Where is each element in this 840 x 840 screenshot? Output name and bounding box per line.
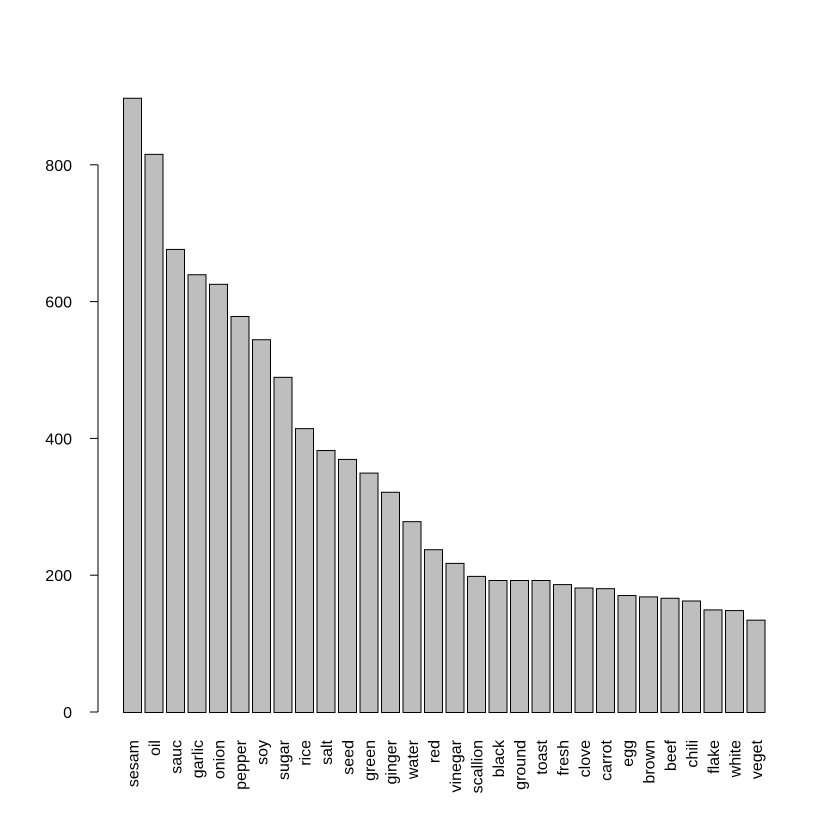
x-category-label: rice bbox=[298, 740, 315, 766]
bar-green bbox=[359, 472, 379, 713]
x-category-label: vinegar bbox=[448, 739, 465, 792]
y-tick-label: 0 bbox=[63, 705, 72, 722]
bar-pepper bbox=[230, 315, 250, 713]
bar-soy bbox=[252, 339, 271, 713]
x-category-label: fresh bbox=[556, 740, 573, 776]
x-category-label: black bbox=[491, 739, 508, 777]
bar-salt bbox=[316, 450, 336, 713]
bar-black bbox=[488, 579, 508, 713]
x-category-label: red bbox=[427, 740, 444, 763]
x-category-label: soy bbox=[255, 740, 272, 765]
x-category-label: garlic bbox=[190, 740, 207, 778]
x-category-label: green bbox=[362, 740, 379, 781]
y-axis: 0 200 400 600 800 bbox=[45, 158, 99, 722]
bar-egg bbox=[617, 595, 637, 714]
bar-sugar bbox=[273, 376, 293, 713]
x-category-label: ginger bbox=[384, 739, 401, 784]
x-category-label: egg bbox=[620, 740, 637, 767]
x-category-label: onion bbox=[212, 740, 229, 779]
x-category-label: veget bbox=[749, 739, 766, 779]
x-category-label: sesam bbox=[126, 740, 143, 787]
bar-carrot bbox=[596, 588, 615, 713]
bar-beef bbox=[660, 597, 680, 713]
y-tick-label: 800 bbox=[45, 158, 72, 175]
x-category-label: salt bbox=[319, 739, 336, 764]
x-category-label: scallion bbox=[470, 740, 487, 793]
bar-seed bbox=[338, 458, 357, 714]
bar-ground bbox=[510, 579, 529, 713]
bar-red bbox=[424, 549, 443, 714]
bar-scallion bbox=[467, 575, 486, 713]
bar-flake bbox=[703, 609, 723, 714]
x-category-label: oil bbox=[147, 740, 164, 756]
x-category-label: beef bbox=[663, 739, 680, 771]
bar-onion bbox=[209, 283, 228, 713]
bar-ginger bbox=[381, 491, 400, 714]
x-category-label: flake bbox=[706, 740, 723, 774]
x-category-label: seed bbox=[341, 740, 358, 775]
bar-chili bbox=[682, 600, 701, 713]
bar-brown bbox=[639, 596, 658, 713]
x-category-label: toast bbox=[534, 739, 551, 774]
bar-water bbox=[402, 521, 422, 713]
bar-clove bbox=[574, 587, 594, 714]
x-category-label: pepper bbox=[233, 739, 250, 789]
x-axis-labels: sesam oil sauc garlic onion pepper soy sugar ric… bbox=[126, 739, 767, 793]
x-category-label: carrot bbox=[599, 739, 616, 780]
x-category-label: white bbox=[728, 740, 745, 778]
x-category-label: ground bbox=[513, 740, 530, 790]
bar-rice bbox=[295, 428, 314, 713]
x-category-label: brown bbox=[642, 740, 659, 784]
x-category-label: sauc bbox=[169, 740, 186, 774]
bars bbox=[123, 97, 766, 714]
bar-white bbox=[725, 610, 744, 713]
y-tick-label: 400 bbox=[45, 431, 72, 448]
x-category-label: clove bbox=[577, 740, 594, 777]
y-tick-label: 600 bbox=[45, 295, 72, 312]
x-category-label: chili bbox=[685, 740, 702, 768]
x-category-label: water bbox=[405, 739, 422, 780]
bar-oil bbox=[144, 153, 164, 713]
bar-sauc bbox=[166, 248, 185, 713]
x-category-label: sugar bbox=[276, 739, 293, 780]
bar-toast bbox=[531, 579, 551, 713]
bar-veget bbox=[746, 619, 766, 713]
bar-garlic bbox=[187, 274, 207, 713]
bar-sesam bbox=[123, 97, 142, 713]
y-tick-label: 200 bbox=[45, 568, 72, 585]
bar-vinegar bbox=[445, 562, 465, 713]
bar-fresh bbox=[553, 584, 572, 713]
